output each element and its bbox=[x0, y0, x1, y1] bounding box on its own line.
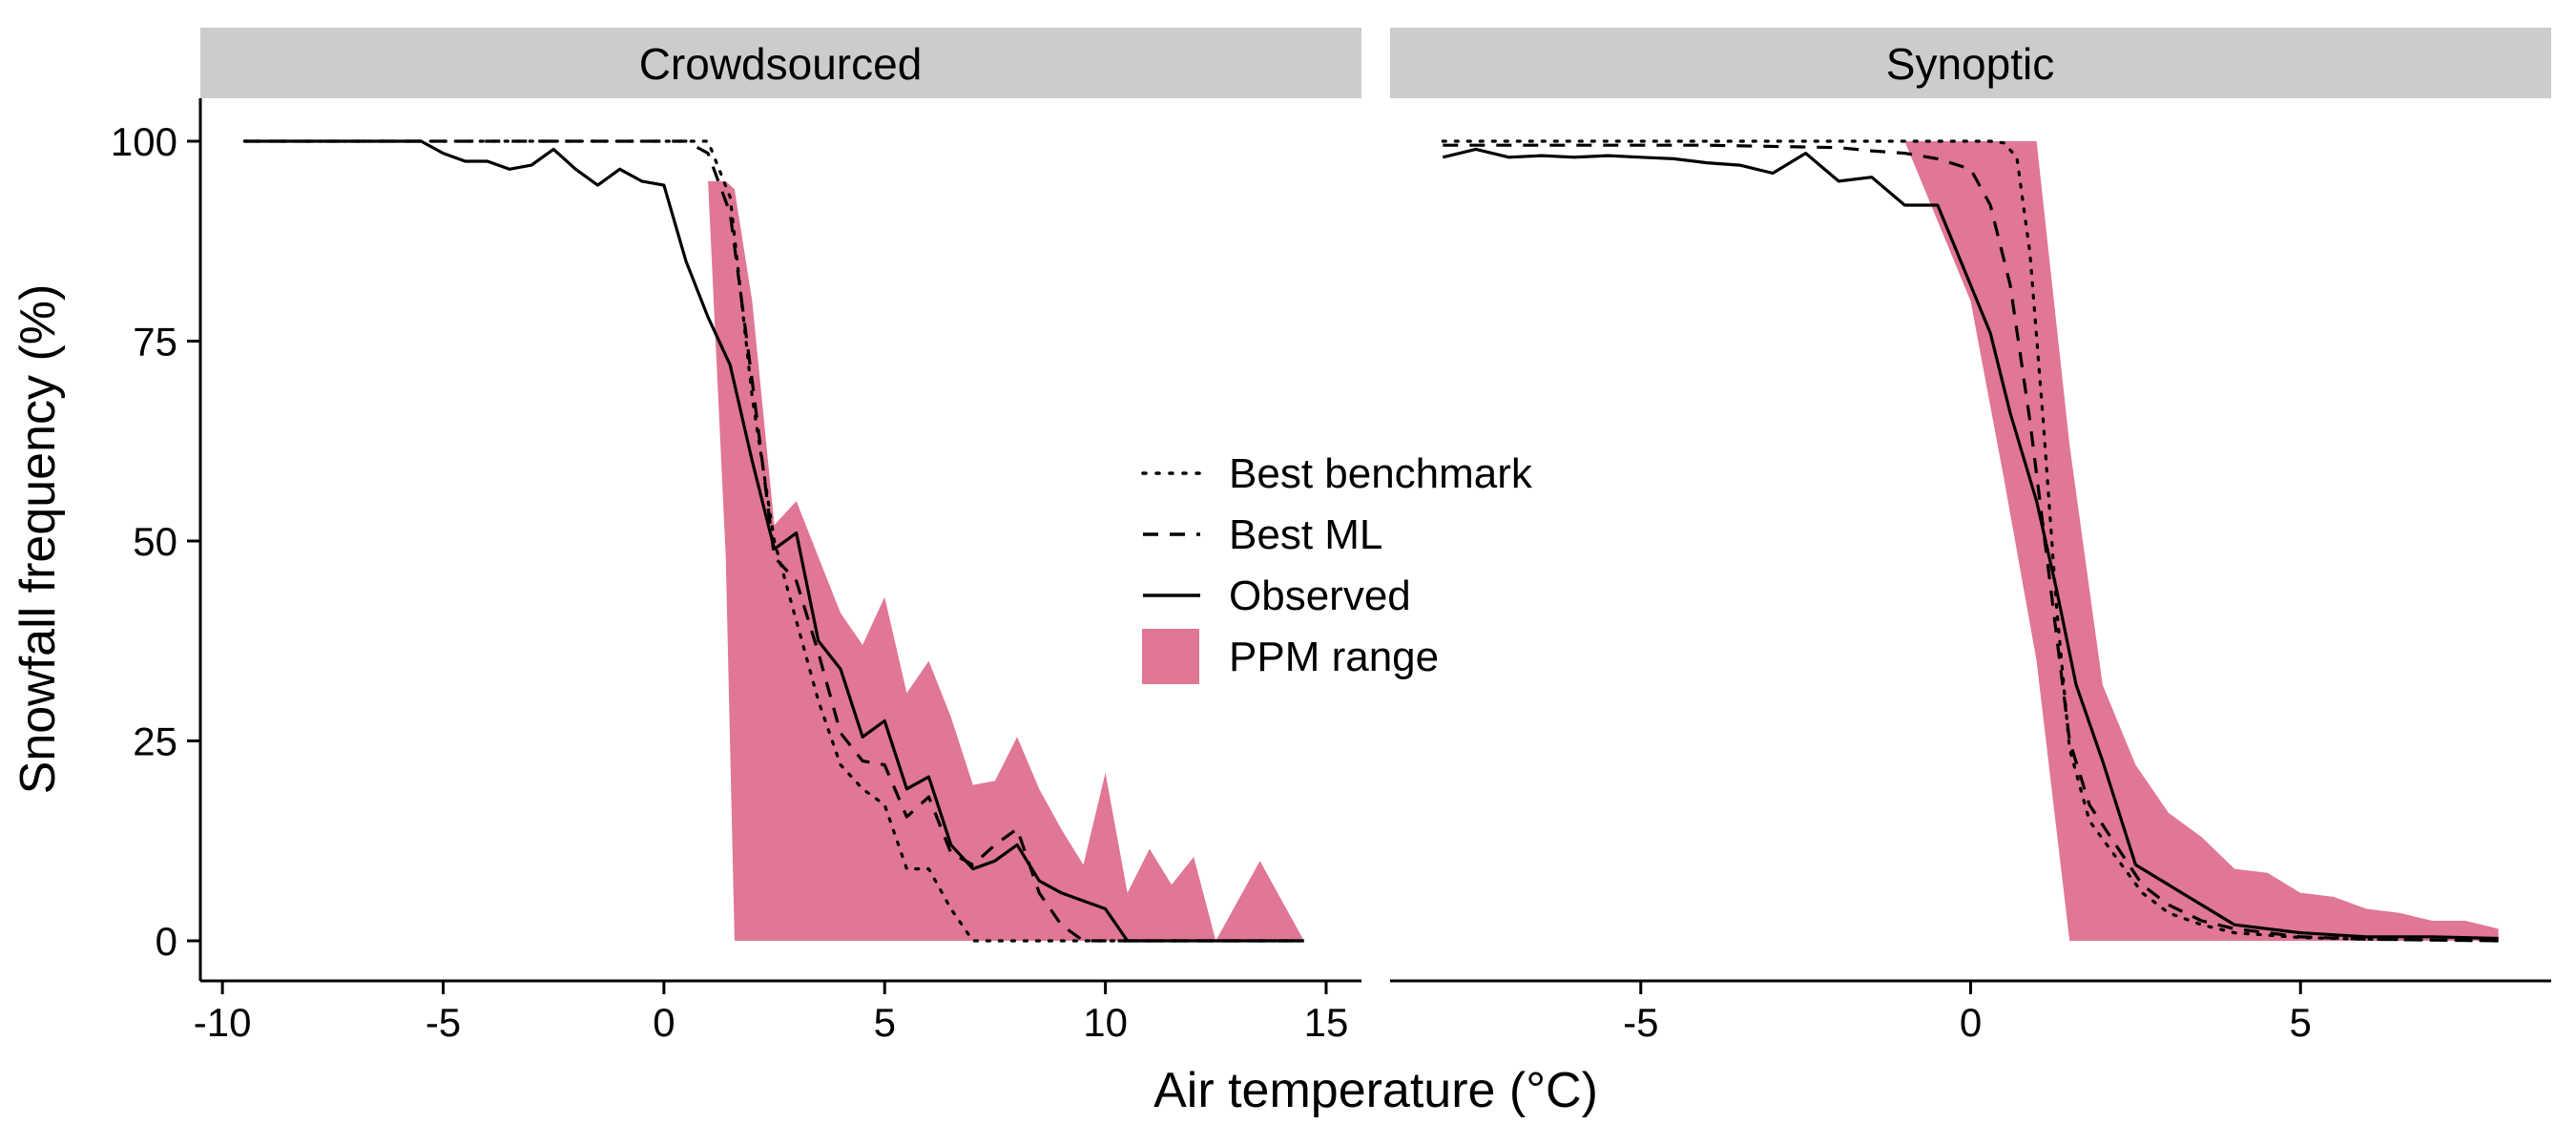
x-tick-label-crowdsourced: 15 bbox=[1304, 1000, 1349, 1045]
strip-label-synoptic: Synoptic bbox=[1886, 39, 2054, 89]
y-ticks: 0 25 50 75 100 bbox=[111, 119, 200, 964]
legend-item-observed: Observed bbox=[1143, 572, 1411, 619]
series-line-best-benchmark-synoptic bbox=[1441, 139, 2501, 943]
legend-label-best-ml: Best ML bbox=[1229, 511, 1382, 558]
legend-item-ppm-range: PPM range bbox=[1142, 629, 1439, 684]
ppm-range-area-synoptic bbox=[1443, 141, 2499, 941]
series-layer-synoptic bbox=[1441, 139, 2501, 943]
y-tick-label: 75 bbox=[133, 320, 177, 364]
x-tick-label-crowdsourced: 10 bbox=[1083, 1000, 1128, 1045]
y-axis-title: Snowfall frequency (%) bbox=[10, 284, 66, 795]
series-layer-crowdsourced bbox=[242, 139, 1306, 943]
y-tick-label: 0 bbox=[156, 919, 177, 964]
legend-item-best-ml: Best ML bbox=[1143, 511, 1382, 558]
legend: Best benchmark Best ML Observed PPM rang… bbox=[1141, 450, 1533, 684]
y-tick-label: 50 bbox=[133, 519, 177, 564]
ppm-range-layer-synoptic bbox=[1443, 141, 2499, 941]
ppm-range-layer-crowdsourced bbox=[663, 141, 1304, 941]
x-tick-label-synoptic: -5 bbox=[1623, 1000, 1658, 1045]
x-tick-label-crowdsourced: 5 bbox=[874, 1000, 896, 1045]
ppm-range-area-crowdsourced bbox=[663, 141, 1304, 941]
legend-key-ppm-range bbox=[1142, 629, 1199, 684]
x-ticks-crowdsourced: -10 -5 0 5 10 15 bbox=[194, 981, 1349, 1045]
series-line-observed-synoptic bbox=[1442, 147, 2499, 941]
legend-label-best-benchmark: Best benchmark bbox=[1229, 450, 1533, 497]
legend-label-ppm-range: PPM range bbox=[1229, 634, 1439, 680]
y-tick-label: 100 bbox=[111, 119, 177, 164]
legend-item-best-benchmark: Best benchmark bbox=[1141, 450, 1533, 497]
x-tick-label-crowdsourced: 0 bbox=[653, 1000, 675, 1045]
strip-background-crowdsourced bbox=[200, 28, 1361, 98]
x-tick-label-synoptic: 5 bbox=[2290, 1000, 2312, 1045]
x-tick-label-crowdsourced: -5 bbox=[426, 1000, 461, 1045]
panel-crowdsourced: Crowdsourced -10 -5 0 5 10 15 0 25 50 75 100 bbox=[111, 28, 1361, 1045]
series-line-best-ml-synoptic bbox=[1443, 143, 2499, 943]
series-line-best-benchmark-crowdsourced bbox=[242, 139, 1306, 943]
x-axis-title: Air temperature (°C) bbox=[1153, 1063, 1598, 1118]
legend-label-observed: Observed bbox=[1229, 572, 1411, 619]
y-tick-label: 25 bbox=[133, 719, 177, 764]
x-tick-label-synoptic: 0 bbox=[1960, 1000, 1982, 1045]
x-tick-label-crowdsourced: -10 bbox=[194, 1000, 252, 1045]
panel-synoptic: Synoptic -5 0 5 bbox=[1390, 28, 2551, 1045]
x-ticks-synoptic: -5 0 5 bbox=[1623, 981, 2312, 1045]
strip-background-synoptic bbox=[1390, 28, 2551, 98]
strip-label-crowdsourced: Crowdsourced bbox=[639, 39, 923, 89]
